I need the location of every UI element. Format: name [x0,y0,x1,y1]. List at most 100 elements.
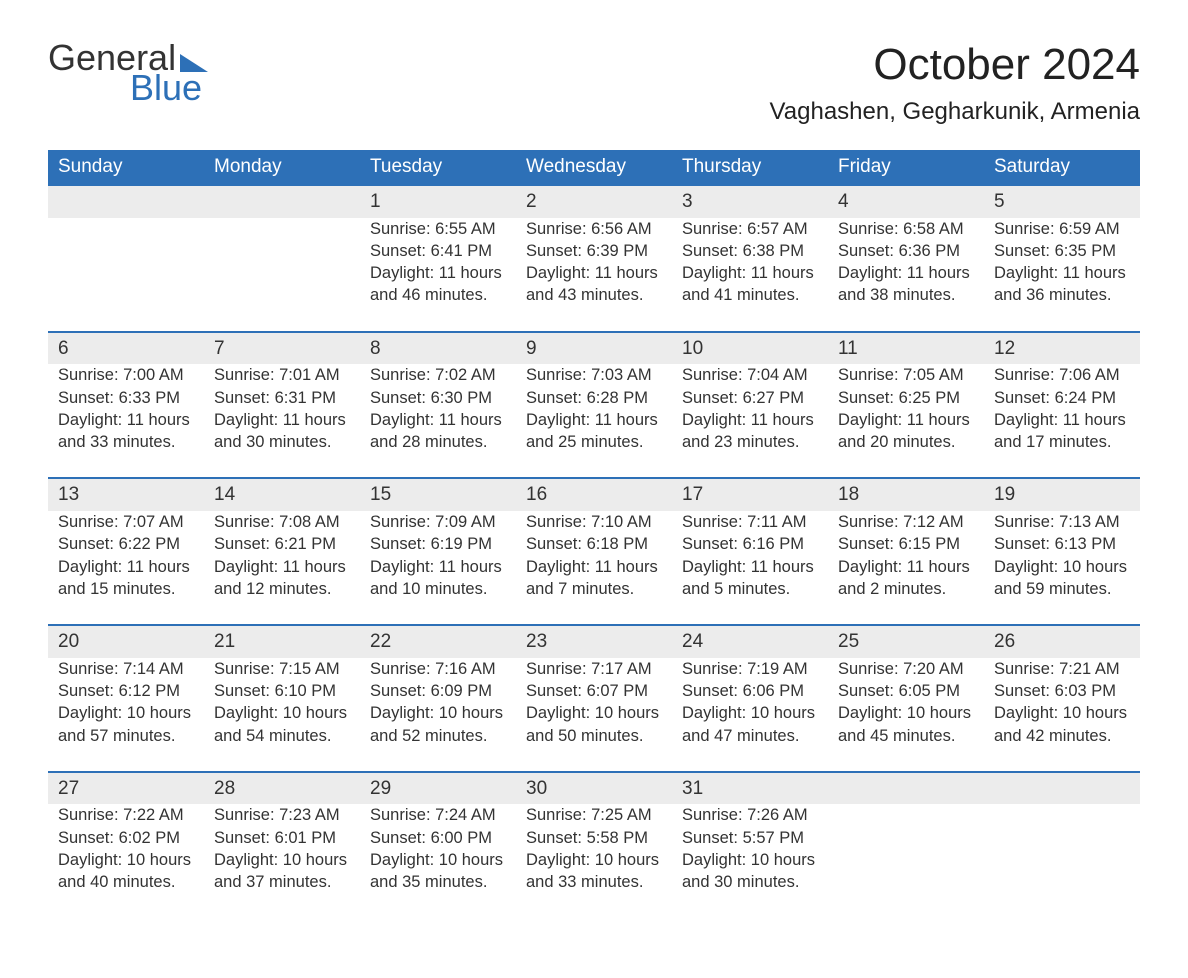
sunset-label: Sunset: [682,682,738,700]
daylight-line: Daylight: 11 hours and 25 minutes. [526,409,662,454]
sunset-line: Sunset: 6:15 PM [838,533,974,555]
sunrise-line: Sunrise: 7:07 AM [58,511,194,533]
daynum-empty [48,185,204,218]
sunrise-line: Sunrise: 7:12 AM [838,511,974,533]
sunset-value: 6:15 PM [899,535,960,553]
daylight-label: Daylight: [526,558,590,576]
sunset-label: Sunset: [58,535,114,553]
daynum-cell: 28 [204,772,360,805]
daynum-cell: 30 [516,772,672,805]
sunrise-line: Sunrise: 7:20 AM [838,658,974,680]
sunrise-label: Sunrise: [526,513,587,531]
daynum-row: 12345 [48,185,1140,218]
sunset-label: Sunset: [58,682,114,700]
daylight-label: Daylight: [682,851,746,869]
daylight-line: Daylight: 10 hours and 42 minutes. [994,702,1130,747]
sunset-value: 6:25 PM [899,389,960,407]
daynum-empty [204,185,360,218]
daylight-line: Daylight: 11 hours and 30 minutes. [214,409,350,454]
sunset-value: 6:03 PM [1055,682,1116,700]
daylight-line: Daylight: 10 hours and 35 minutes. [370,849,506,894]
sunset-label: Sunset: [58,829,114,847]
daylight-line: Daylight: 10 hours and 47 minutes. [682,702,818,747]
daynum-cell: 25 [828,625,984,658]
sunrise-label: Sunrise: [58,806,119,824]
daynum-cell: 8 [360,332,516,365]
sunrise-label: Sunrise: [682,660,743,678]
sunset-value: 6:21 PM [275,535,336,553]
sunrise-line: Sunrise: 7:01 AM [214,364,350,386]
sunset-line: Sunset: 6:06 PM [682,680,818,702]
sunset-value: 6:00 PM [431,829,492,847]
daylight-label: Daylight: [58,704,122,722]
daynum-cell: 23 [516,625,672,658]
sunset-line: Sunset: 6:36 PM [838,240,974,262]
sunset-value: 6:10 PM [275,682,336,700]
daynum-row: 2728293031 [48,772,1140,805]
sunrise-label: Sunrise: [682,806,743,824]
title-block: October 2024 Vaghashen, Gegharkunik, Arm… [770,40,1140,126]
sunrise-label: Sunrise: [526,806,587,824]
sunrise-line: Sunrise: 7:06 AM [994,364,1130,386]
detail-row: Sunrise: 7:14 AMSunset: 6:12 PMDaylight:… [48,658,1140,772]
sunrise-label: Sunrise: [58,660,119,678]
sunset-label: Sunset: [838,242,894,260]
sunset-line: Sunset: 6:05 PM [838,680,974,702]
detail-cell: Sunrise: 7:02 AMSunset: 6:30 PMDaylight:… [360,364,516,478]
sunrise-label: Sunrise: [370,660,431,678]
detail-cell: Sunrise: 7:20 AMSunset: 6:05 PMDaylight:… [828,658,984,772]
daylight-label: Daylight: [214,704,278,722]
sunrise-line: Sunrise: 7:19 AM [682,658,818,680]
detail-empty [828,804,984,917]
daynum-cell: 20 [48,625,204,658]
sunset-value: 6:22 PM [119,535,180,553]
daylight-line: Daylight: 11 hours and 2 minutes. [838,556,974,601]
sunset-label: Sunset: [682,389,738,407]
sunset-value: 6:16 PM [743,535,804,553]
daylight-label: Daylight: [526,851,590,869]
detail-cell: Sunrise: 7:06 AMSunset: 6:24 PMDaylight:… [984,364,1140,478]
detail-cell: Sunrise: 6:58 AMSunset: 6:36 PMDaylight:… [828,218,984,332]
sunset-line: Sunset: 6:10 PM [214,680,350,702]
sunset-value: 6:39 PM [587,242,648,260]
sunset-label: Sunset: [682,242,738,260]
sunrise-value: 7:12 AM [903,513,964,531]
daylight-label: Daylight: [682,411,746,429]
sunrise-line: Sunrise: 7:09 AM [370,511,506,533]
sunrise-line: Sunrise: 7:23 AM [214,804,350,826]
sunrise-value: 7:03 AM [591,366,652,384]
daylight-line: Daylight: 10 hours and 33 minutes. [526,849,662,894]
sunset-label: Sunset: [58,389,114,407]
sunrise-label: Sunrise: [58,513,119,531]
sunrise-label: Sunrise: [994,513,1055,531]
detail-cell: Sunrise: 7:25 AMSunset: 5:58 PMDaylight:… [516,804,672,917]
detail-cell: Sunrise: 7:12 AMSunset: 6:15 PMDaylight:… [828,511,984,625]
weekday-header: Tuesday [360,150,516,185]
sunset-value: 6:27 PM [743,389,804,407]
daynum-cell: 11 [828,332,984,365]
sunset-line: Sunset: 6:21 PM [214,533,350,555]
sunset-line: Sunset: 6:13 PM [994,533,1130,555]
location-text: Vaghashen, Gegharkunik, Armenia [770,98,1140,126]
daylight-label: Daylight: [526,264,590,282]
sunrise-value: 7:06 AM [1059,366,1120,384]
sunset-line: Sunset: 6:39 PM [526,240,662,262]
daylight-line: Daylight: 11 hours and 38 minutes. [838,262,974,307]
sunset-line: Sunset: 6:31 PM [214,387,350,409]
sunrise-line: Sunrise: 7:21 AM [994,658,1130,680]
sunrise-label: Sunrise: [58,366,119,384]
sunset-value: 5:58 PM [587,829,648,847]
sunrise-label: Sunrise: [994,220,1055,238]
sunset-line: Sunset: 6:00 PM [370,827,506,849]
sunrise-label: Sunrise: [682,513,743,531]
sunset-value: 6:06 PM [743,682,804,700]
sunrise-value: 7:15 AM [279,660,340,678]
sunset-label: Sunset: [526,682,582,700]
sunset-line: Sunset: 6:16 PM [682,533,818,555]
daylight-line: Daylight: 11 hours and 20 minutes. [838,409,974,454]
daylight-label: Daylight: [370,264,434,282]
sunset-line: Sunset: 5:58 PM [526,827,662,849]
sunset-line: Sunset: 6:12 PM [58,680,194,702]
sunrise-label: Sunrise: [838,513,899,531]
daynum-cell: 6 [48,332,204,365]
